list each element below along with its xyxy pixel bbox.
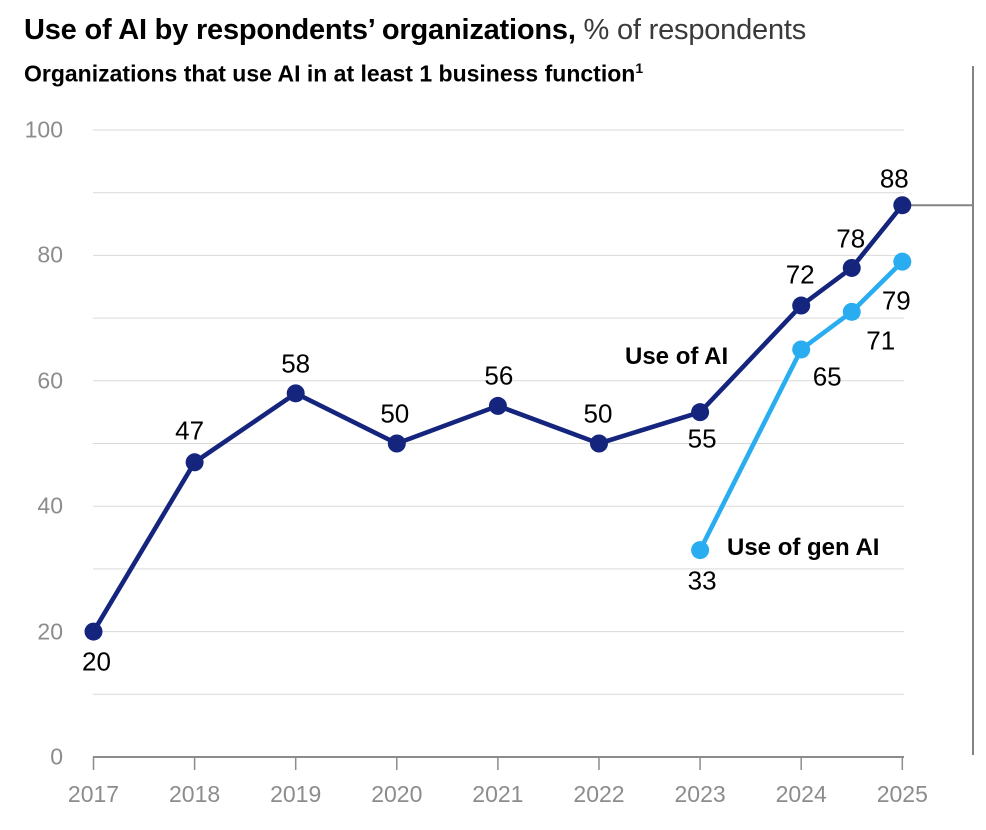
data-label-s1-2024.5: 71 — [866, 325, 896, 356]
y-axis-label-20: 20 — [37, 618, 63, 645]
series-0-point-2020 — [387, 434, 406, 453]
series-name-label-1: Use of gen AI — [727, 534, 880, 561]
x-axis-label-2019: 2019 — [270, 781, 322, 807]
series-line-1 — [697, 259, 905, 553]
series-0-point-2018 — [185, 453, 204, 472]
data-label-s0-2024.5: 78 — [836, 223, 866, 254]
x-axis-label-2023: 2023 — [674, 781, 726, 807]
y-axis-label-100: 100 — [24, 116, 63, 143]
series-0-point-2023 — [691, 403, 710, 422]
data-label-s0-2022: 50 — [583, 398, 613, 428]
data-label-s0-2025: 88 — [879, 163, 909, 194]
data-label-s1-2023: 33 — [687, 565, 717, 596]
data-label-s0-2017: 20 — [82, 646, 111, 677]
series-1-point-2025 — [893, 252, 912, 271]
y-axis-label-80: 80 — [37, 241, 63, 268]
series-0-point-2024.5 — [842, 258, 861, 277]
data-label-s0-2024: 72 — [785, 259, 815, 290]
x-axis-label-2020: 2020 — [371, 781, 423, 807]
series-1-point-2024 — [792, 340, 811, 359]
data-label-s0-2023: 55 — [687, 423, 717, 454]
series-1-point-2024.5 — [842, 302, 861, 321]
y-axis-label-60: 60 — [37, 367, 63, 394]
series-0-point-2025 — [893, 196, 912, 215]
x-axis-label-2025: 2025 — [876, 781, 928, 807]
data-label-s1-2025: 79 — [881, 285, 911, 316]
series-1-point-2023 — [691, 541, 710, 560]
subtitle-text: Organizations that use AI in at least 1 … — [24, 60, 636, 87]
series-0-point-2017 — [84, 622, 103, 641]
data-label-s0-2021: 56 — [484, 360, 514, 391]
page-title: Use of AI by respondents’ organizations,… — [24, 14, 806, 47]
chart-subtitle: Organizations that use AI in at least 1 … — [24, 60, 643, 88]
y-axis-label-0: 0 — [50, 743, 63, 770]
x-axis-label-2024: 2024 — [775, 781, 827, 807]
subtitle-footnote-marker: 1 — [635, 60, 644, 76]
x-axis-label-2021: 2021 — [472, 781, 524, 807]
title-unit: % of respondents — [575, 14, 807, 46]
title-main: Use of AI by respondents’ organizations, — [24, 14, 576, 46]
data-label-s0-2020: 50 — [380, 398, 410, 428]
series-0-point-2021 — [488, 396, 507, 415]
data-label-s0-2018: 47 — [175, 415, 205, 446]
series-line-0 — [91, 202, 905, 634]
x-axis-label-2018: 2018 — [169, 781, 221, 807]
data-label-s0-2019: 58 — [281, 348, 311, 379]
series-0-point-2022 — [590, 434, 608, 453]
series-name-label-0: Use of AI — [625, 343, 729, 370]
x-axis-label-2017: 2017 — [67, 781, 120, 807]
x-axis-label-2022: 2022 — [573, 781, 625, 807]
y-axis-label-40: 40 — [37, 492, 63, 519]
series-0-point-2024 — [792, 296, 811, 315]
data-label-s1-2024: 65 — [812, 361, 842, 392]
series-0-point-2019 — [286, 384, 305, 403]
